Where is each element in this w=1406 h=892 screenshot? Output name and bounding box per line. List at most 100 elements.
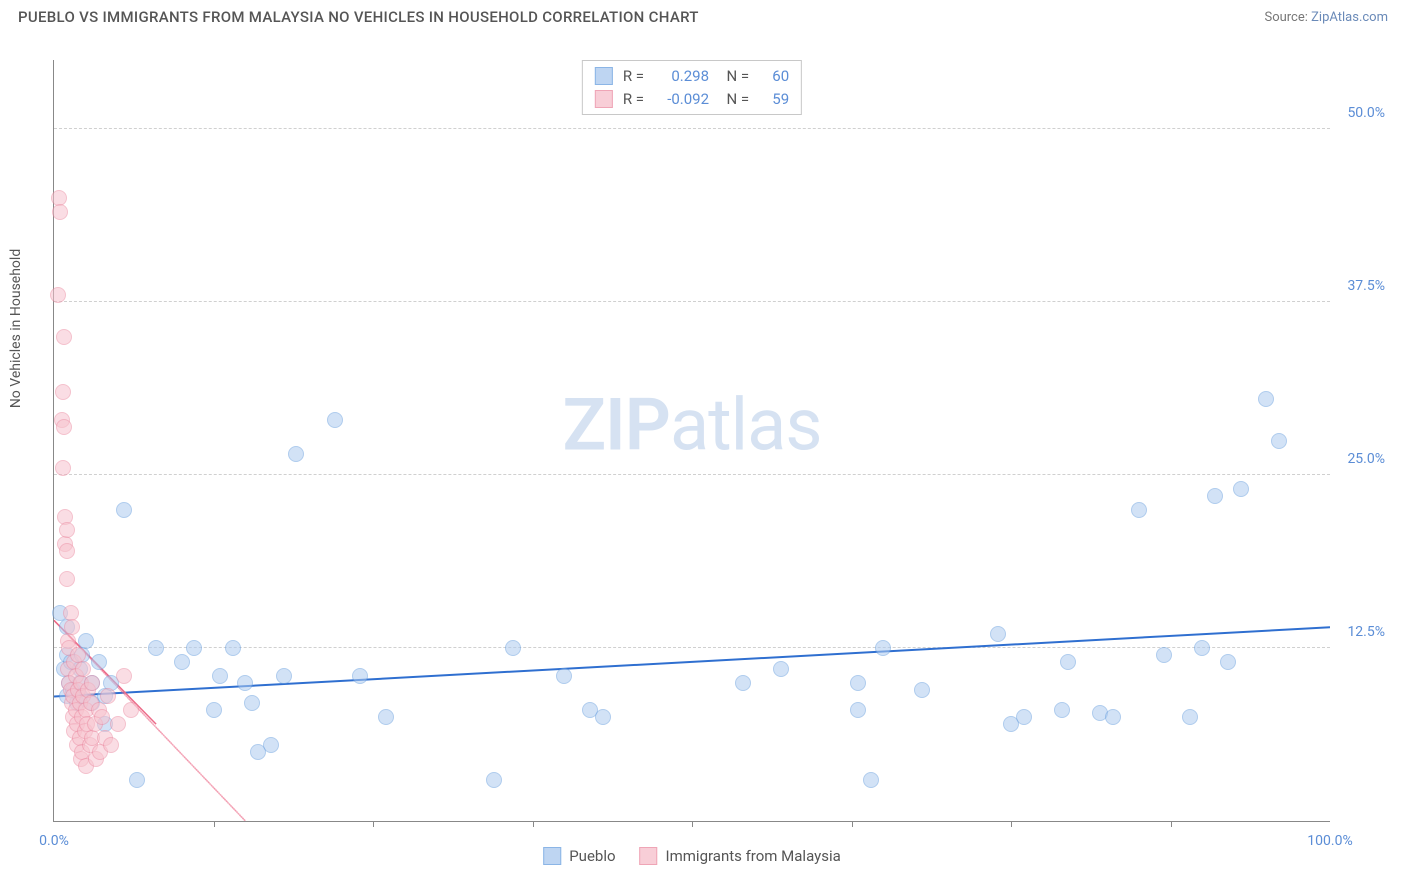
data-point [1016, 709, 1032, 725]
data-point [276, 668, 292, 684]
n-label: N = [719, 65, 749, 88]
gridline [54, 301, 1330, 302]
legend-row: R =-0.092 N =59 [595, 88, 789, 111]
data-point [1194, 640, 1210, 656]
data-point [1054, 702, 1070, 718]
data-point [773, 661, 789, 677]
x-tick [373, 821, 374, 827]
r-label: R = [623, 65, 644, 88]
legend-swatch [595, 67, 613, 85]
data-point [850, 702, 866, 718]
data-point [1258, 391, 1274, 407]
data-point [52, 204, 68, 220]
gridline [54, 474, 1330, 475]
correlation-legend: R = 0.298 N = 60R = -0.092 N = 59 [582, 60, 802, 115]
data-point [59, 571, 75, 587]
data-point [50, 287, 66, 303]
data-point [212, 668, 228, 684]
data-point [914, 682, 930, 698]
data-point [123, 702, 139, 718]
data-point [225, 640, 241, 656]
data-point [64, 619, 80, 635]
series-legend: Pueblo Immigrants from Malaysia [543, 847, 841, 865]
data-point [59, 543, 75, 559]
y-tick-label: 25.0% [1347, 451, 1385, 467]
data-point [56, 419, 72, 435]
x-tick [692, 821, 693, 827]
x-tick [852, 821, 853, 827]
x-tick [1171, 821, 1172, 827]
data-point [1182, 709, 1198, 725]
legend-item: Immigrants from Malaysia [640, 847, 841, 865]
data-point [735, 675, 751, 691]
data-point [875, 640, 891, 656]
legend-swatch [640, 847, 658, 865]
legend-label: Pueblo [569, 847, 615, 865]
data-point [288, 446, 304, 462]
data-point [56, 329, 72, 345]
x-tick [533, 821, 534, 827]
data-point [352, 668, 368, 684]
data-point [1131, 502, 1147, 518]
data-point [148, 640, 164, 656]
data-point [1220, 654, 1236, 670]
data-point [186, 640, 202, 656]
legend-swatch [543, 847, 561, 865]
data-point [91, 654, 107, 670]
data-point [59, 522, 75, 538]
data-point [116, 502, 132, 518]
r-label: R = [623, 88, 644, 111]
data-point [174, 654, 190, 670]
r-value: -0.092 [654, 88, 709, 111]
legend-swatch [595, 90, 613, 108]
data-point [110, 716, 126, 732]
y-axis-label: No Vehicles in Household [8, 249, 24, 408]
source-attribution: Source: ZipAtlas.com [1264, 10, 1388, 25]
data-point [1060, 654, 1076, 670]
data-point [378, 709, 394, 725]
data-point [55, 384, 71, 400]
data-point [863, 772, 879, 788]
chart-container: No Vehicles in Household ZIPatlas R =0.2… [18, 40, 1388, 872]
data-point [1271, 433, 1287, 449]
y-tick-label: 50.0% [1347, 105, 1385, 121]
data-point [206, 702, 222, 718]
data-point [100, 688, 116, 704]
data-point [505, 640, 521, 656]
data-point [244, 695, 260, 711]
n-value: 59 [759, 88, 789, 111]
data-point [1207, 488, 1223, 504]
data-point [556, 668, 572, 684]
x-tick [1011, 821, 1012, 827]
legend-label: Immigrants from Malaysia [666, 847, 841, 865]
data-point [84, 675, 100, 691]
plot-area: ZIPatlas R =0.298 N =60R =-0.092 N =59 P… [53, 60, 1330, 822]
data-point [94, 709, 110, 725]
gridline [54, 647, 1330, 648]
header: PUEBLO VS IMMIGRANTS FROM MALAYSIA NO VE… [0, 0, 1406, 30]
legend-item: Pueblo [543, 847, 615, 865]
x-tick-label: 100.0% [1307, 833, 1352, 849]
source-link[interactable]: ZipAtlas.com [1311, 10, 1388, 25]
y-tick-label: 12.5% [1347, 624, 1385, 640]
watermark: ZIPatlas [562, 383, 821, 468]
n-value: 60 [759, 65, 789, 88]
data-point [129, 772, 145, 788]
data-point [237, 675, 253, 691]
data-point [486, 772, 502, 788]
data-point [595, 709, 611, 725]
y-tick-label: 37.5% [1347, 278, 1385, 294]
data-point [103, 737, 119, 753]
chart-title: PUEBLO VS IMMIGRANTS FROM MALAYSIA NO VE… [18, 8, 699, 26]
gridline [54, 128, 1330, 129]
data-point [55, 460, 71, 476]
data-point [263, 737, 279, 753]
x-tick [214, 821, 215, 827]
data-point [1105, 709, 1121, 725]
data-point [990, 626, 1006, 642]
data-point [850, 675, 866, 691]
data-point [116, 668, 132, 684]
r-value: 0.298 [654, 65, 709, 88]
data-point [1233, 481, 1249, 497]
legend-row: R = 0.298 N = 60 [595, 65, 789, 88]
